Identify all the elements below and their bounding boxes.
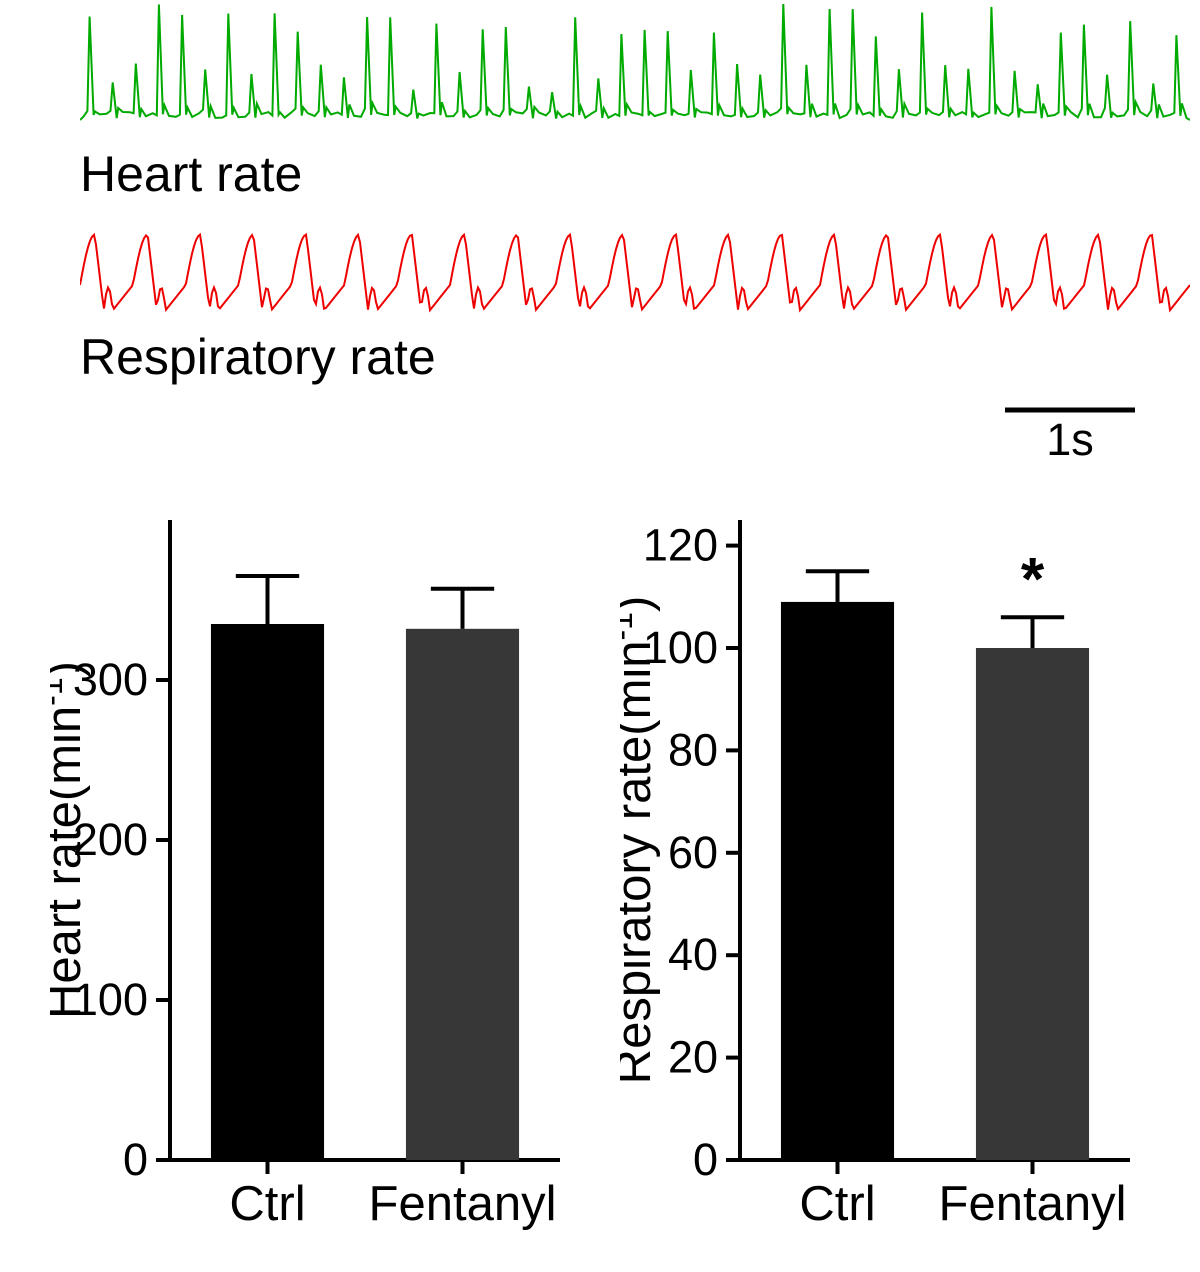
svg-text:Fentanyl: Fentanyl — [369, 1177, 557, 1231]
heart-rate-trace — [80, 0, 1190, 150]
svg-text:Heart rate(min-1): Heart rate(min-1) — [50, 661, 91, 1019]
respiratory-rate-trace — [80, 213, 1190, 333]
trace-area: Heart rate Respiratory rate — [80, 0, 1190, 386]
svg-text:40: 40 — [668, 929, 718, 980]
svg-text:Fentanyl: Fentanyl — [939, 1177, 1127, 1231]
time-scale-bar: 1s — [995, 400, 1145, 475]
svg-text:Ctrl: Ctrl — [229, 1177, 305, 1231]
figure-root: Heart rate Respiratory rate 1s 010020030… — [0, 0, 1200, 1272]
respiratory-rate-label: Respiratory rate — [80, 328, 1190, 386]
svg-text:80: 80 — [668, 724, 718, 775]
svg-text:60: 60 — [668, 827, 718, 878]
svg-text:0: 0 — [123, 1134, 148, 1185]
svg-text:120: 120 — [643, 520, 718, 571]
svg-text:Ctrl: Ctrl — [799, 1177, 875, 1231]
respiratory-rate-bar-chart: 020406080100120CtrlFentanyl*Respiratory … — [620, 470, 1150, 1250]
svg-text:20: 20 — [668, 1032, 718, 1083]
heart-rate-label: Heart rate — [80, 145, 1190, 203]
svg-text:Respiratory rate(min-1): Respiratory rate(min-1) — [620, 596, 661, 1085]
heart-rate-bar-chart: 0100200300CtrlFentanylHeart rate(min-1) — [50, 470, 580, 1250]
svg-text:0: 0 — [693, 1134, 718, 1185]
charts-row: 0100200300CtrlFentanylHeart rate(min-1) … — [0, 470, 1200, 1270]
svg-text:1s: 1s — [1046, 414, 1094, 465]
svg-text:*: * — [1021, 545, 1045, 612]
